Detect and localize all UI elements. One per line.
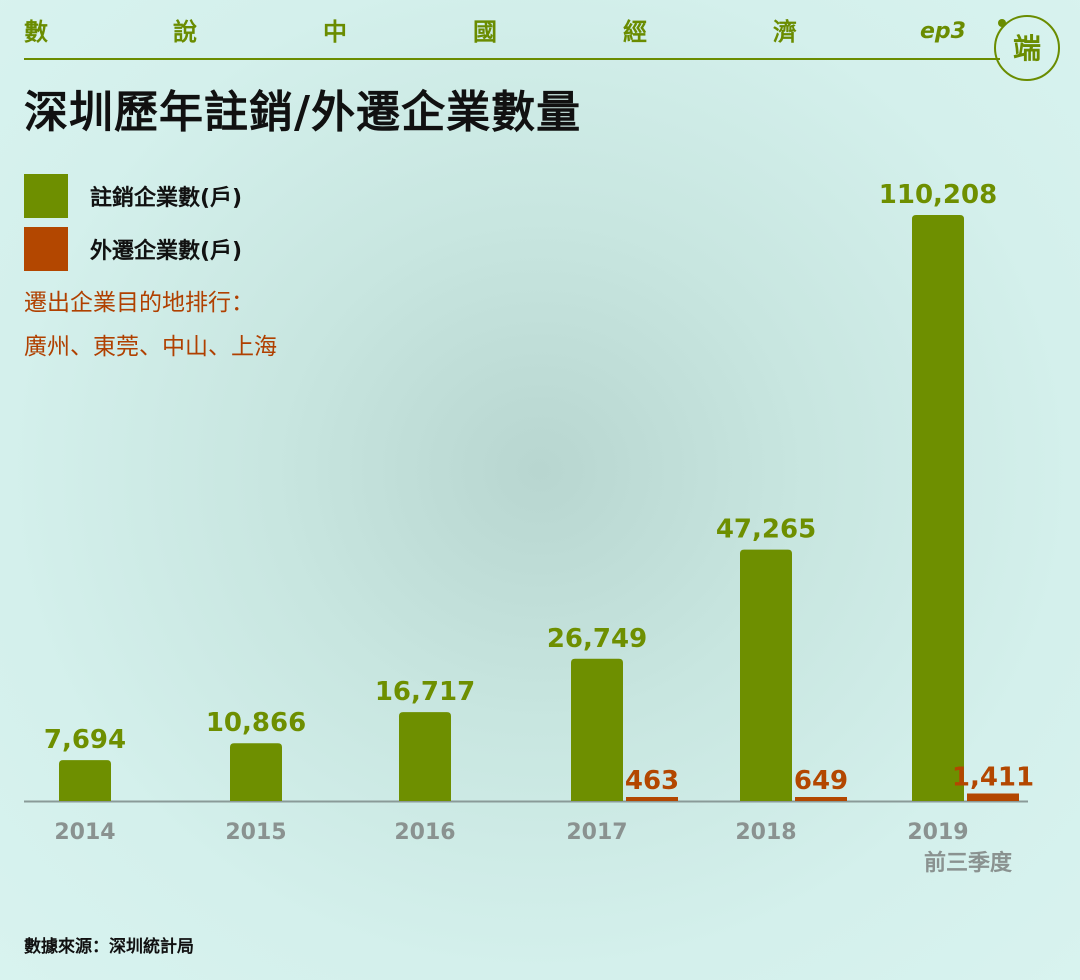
annotation-heading: 遷出企業目的地排行： — [24, 290, 254, 316]
legend-item-relocated: 外遷企業數(戶) — [24, 227, 242, 271]
bar-deregistered — [740, 549, 792, 801]
data-label-relocated: 1,411 — [952, 762, 1034, 792]
data-label-relocated: 463 — [625, 766, 679, 796]
data-label-deregistered: 26,749 — [547, 624, 647, 654]
logo-glyph: 端 — [1013, 32, 1041, 65]
legend-item-deregistered: 註銷企業數(戶) — [24, 174, 242, 218]
bar-relocated — [795, 797, 847, 801]
x-tick-label: 2015 — [225, 820, 286, 845]
series-char-1: 數 — [24, 18, 48, 46]
x-tick-label: 2019 — [907, 820, 968, 845]
series-char-4: 國 — [473, 18, 497, 46]
data-label-deregistered: 10,866 — [206, 708, 306, 738]
bar-deregistered — [230, 743, 282, 801]
series-char-3: 中 — [323, 18, 347, 46]
series-char-6: 濟 — [773, 18, 797, 46]
legend-label-deregistered: 註銷企業數(戶) — [90, 186, 243, 211]
chart-title: 深圳歷年註銷/外遷企業數量 — [24, 87, 582, 138]
legend-swatch-rust — [24, 227, 68, 271]
episode-label: ep3 — [920, 19, 966, 44]
data-label-relocated: 649 — [794, 766, 848, 796]
bar-deregistered — [912, 215, 964, 801]
series-char-5: 經 — [623, 18, 647, 46]
x-tick-label: 2018 — [735, 820, 796, 845]
series-char-2: 說 — [173, 18, 197, 46]
x-tick-label: 2017 — [566, 820, 627, 845]
data-source: 數據來源：深圳統計局 — [24, 937, 194, 957]
initium-logo: 端 — [994, 15, 1060, 81]
bar-chart: 7,694 2014 10,866 2015 16,717 2016 26,749 463 20… — [24, 180, 1034, 876]
bar-deregistered — [59, 760, 111, 801]
data-label-deregistered: 16,717 — [375, 677, 475, 707]
bar-relocated — [967, 793, 1019, 801]
bar-relocated — [626, 797, 678, 801]
data-label-deregistered: 7,694 — [44, 725, 126, 755]
series-header: 數 說 中 國 經 濟 ep3 端 — [0, 0, 1080, 81]
x-tick-sublabel: 前三季度 — [924, 850, 1013, 876]
bar-deregistered — [571, 658, 623, 801]
bar-deregistered — [399, 712, 451, 801]
data-label-deregistered: 47,265 — [716, 515, 816, 545]
header-divider — [24, 58, 1000, 60]
legend-label-relocated: 外遷企業數(戶) — [90, 239, 243, 264]
x-tick-label: 2016 — [394, 820, 455, 845]
legend-swatch-green — [24, 174, 68, 218]
data-label-deregistered: 110,208 — [879, 180, 997, 210]
x-tick-label: 2014 — [54, 820, 115, 845]
annotation-destinations: 廣州、東莞、中山、上海 — [24, 334, 277, 360]
